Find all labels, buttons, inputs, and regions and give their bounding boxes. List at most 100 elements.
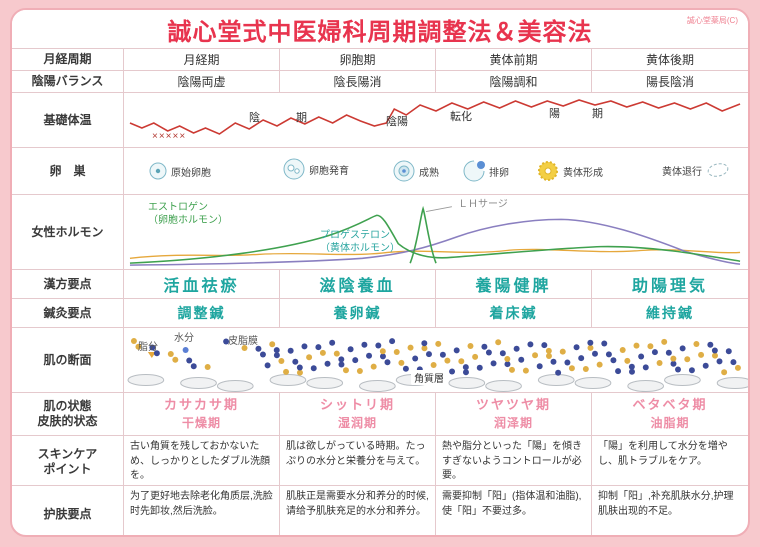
yinyang-cell: 陽長陰消 [645,75,694,89]
page-title: 誠心堂式中医婦科周期調整法＆美容法 [167,18,593,46]
acupuncture-cell: 維持鍼 [646,305,694,321]
bbt-chart [129,99,741,135]
yinyang-cell: 陰長陽消 [280,71,436,92]
other-hormone-line [129,248,741,259]
lh-pointer-line [425,206,452,213]
phase-late-luteal: 黄体後期 [645,53,694,67]
ovary-area: 原始卵胞 卵胞発育 成熟 排 [124,148,748,194]
water-dot-icon [182,347,189,353]
ovary-label: 卵 巣 [12,148,124,194]
row-hufu: 护肤要点 为了更好地去除老化角质层,洗脸时先卸妆,然后洗脸。 肌肤正是需要水分和… [12,486,748,535]
hufu-cell: 抑制「阳」,补充肌肤水分,护理肌肤出现的不足。 [598,491,734,517]
sebum-film-label: 皮脂膜 [228,336,258,347]
progesterone-line [129,218,741,266]
lh-label: ＬＨサージ [458,199,508,210]
state-cn: 油脂期 [650,415,690,430]
bbt-chart-area: 陰 期 陰陽 転化 陽 期 ××××× [124,93,748,147]
phase-early-luteal: 黄体前期 [436,49,592,70]
row-cycle: 月経周期 月経期 卵胞期 黄体前期 黄体後期 [12,49,748,71]
state-jp: シットリ期 [319,396,395,412]
title-bar: 誠心堂式中医婦科周期調整法＆美容法 誠心堂薬局(C) [12,10,748,49]
progesterone-label: プロゲステロン （黄体ホルモン） [320,230,400,254]
skin-state-label: 肌の状態 皮肤的状态 [12,393,124,435]
yinyang-label: 陰陽バランス [12,71,124,92]
bbt-ann-ki1: 期 [296,112,307,124]
kampo-cell: 助陽理気 [631,278,708,295]
ovary-stage-label: 黄体退行 [662,166,702,178]
oil-label: 脂分 [138,342,158,353]
state-jp: ベタベタ期 [632,396,708,412]
skin-diagram-area: 脂分 水分 皮脂膜 角質層 [124,328,748,392]
estrogen-line [129,214,741,264]
skin-section-label: 肌の断面 [12,328,124,392]
hormone-chart [129,205,741,266]
hormone-chart-area: エストロゲン （卵胞ホルモン） プロゲステロン （黄体ホルモン） ＬＨサージ [124,195,748,269]
kampo-cell: 滋陰養血 [280,270,436,298]
oil-arrow-icon [147,352,156,358]
bbt-ann-yin: 陰 [249,112,260,124]
skin-state-cell: ツヤツヤ期 润泽期 [436,393,592,435]
yinyang-cell: 陰陽調和 [436,71,592,92]
state-cn: 湿润期 [337,415,377,430]
row-skin-section: 肌の断面 脂分 水分 皮脂膜 角質層 [12,328,748,393]
ovary-stage-ovulation: 排卵 [462,159,509,183]
kampo-cell: 養陽健脾 [436,270,592,298]
hufu-cell: 为了更好地去除老化角质层,洗脸时先卸妆,然后洗脸。 [124,486,280,535]
ovary-stage-growing: 卵胞発育 [282,157,349,181]
ovary-stage-label: 成熟 [419,167,439,179]
skin-diagram [127,338,748,392]
state-cn: 干燥期 [181,415,221,430]
phase-menstrual: 月経期 [124,49,280,70]
row-bbt: 基礎体温 陰 期 陰陽 転化 陽 期 ××××× [12,93,748,148]
row-kampo: 漢方要点 活血祛瘀 滋陰養血 養陽健脾 助陽理気 [12,270,748,299]
bbt-ann-tenka: 転化 [450,111,472,123]
skin-state-cell: ベタベタ期 油脂期 [592,393,748,435]
corpus-luteum-icon [538,161,558,181]
skincare-cell: 熱や脂分といった「陽」を傾きすぎないようコントロールが必要。 [436,436,592,488]
ovary-stage-label: 黄体形成 [563,167,603,179]
skincare-cell: 「陽」を利用して水分を増やし、肌トラブルをケア。 [598,441,728,467]
stratum-corneum-label: 角質層 [411,370,448,385]
row-acupuncture: 鍼灸要点 調整鍼 養卵鍼 着床鍼 維持鍼 [12,299,748,328]
ovary-stage-label: 卵胞発育 [309,165,349,177]
row-yinyang: 陰陽バランス 陰陽両虚 陰長陽消 陰陽調和 陽長陰消 [12,71,748,93]
bbt-ann-yinyo: 陰陽 [386,116,408,128]
bbt-label: 基礎体温 [12,93,124,147]
ovary-stage-label: 排卵 [489,167,509,179]
hormone-label: 女性ホルモン [12,195,124,269]
state-cn: 润泽期 [493,415,533,430]
acupuncture-cell: 調整鍼 [124,299,280,327]
primordial-follicle-icon [149,162,167,180]
cycle-label: 月経周期 [12,49,124,70]
hufu-label: 护肤要点 [12,486,124,535]
luteum-regression-icon [707,163,729,177]
ovulation-icon [463,160,485,182]
kampo-cell: 活血祛瘀 [124,270,280,298]
ovary-stage-regression: 黄体退行 [662,160,731,180]
mature-follicle-icon [393,160,415,182]
bbt-line [129,99,741,135]
state-jp: ツヤツヤ期 [475,396,551,412]
row-ovary: 卵 巣 原始卵胞 卵胞発育 成熟 [12,148,748,195]
yinyang-cell: 陰陽両虚 [124,71,280,92]
credit-text: 誠心堂薬局(C) [686,16,738,25]
skin-state-cell: カサカサ期 干燥期 [124,393,280,435]
row-hormones: 女性ホルモン エストロゲン （卵胞ホルモン） プロゲステロン （黄体ホルモン） … [12,195,748,270]
ovary-stage-mature: 成熟 [392,159,439,183]
acupuncture-cell: 養卵鍼 [280,299,436,327]
acupuncture-cell: 着床鍼 [436,299,592,327]
kampo-label: 漢方要点 [12,270,124,298]
skin-state-cell: シットリ期 湿润期 [280,393,436,435]
skincare-label: スキンケア ポイント [12,436,124,488]
bbt-menses-marks: ××××× [152,131,187,142]
main-card: 誠心堂式中医婦科周期調整法＆美容法 誠心堂薬局(C) 月経周期 月経期 卵胞期 … [10,8,750,537]
acupuncture-label: 鍼灸要点 [12,299,124,327]
hufu-cell: 肌肤正是需要水分和养分的时候,请给予肌肤充足的水分和养分。 [280,486,436,535]
bbt-ann-yo: 陽 [549,108,560,120]
bbt-ann-ki2: 期 [592,108,603,120]
ovary-stage-label: 原始卵胞 [171,167,211,179]
growing-follicle-icon [283,158,305,180]
estrogen-label: エストロゲン （卵胞ホルモン） [148,202,228,226]
hufu-cell: 需要抑制「阳」(指体温和油脂),使「阳」不要过多。 [436,486,592,535]
skincare-cell: 肌は欲しがっている時期。たっぷりの水分と栄養分を与えて。 [280,436,436,488]
